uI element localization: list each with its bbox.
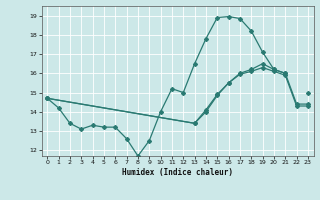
- X-axis label: Humidex (Indice chaleur): Humidex (Indice chaleur): [122, 168, 233, 177]
